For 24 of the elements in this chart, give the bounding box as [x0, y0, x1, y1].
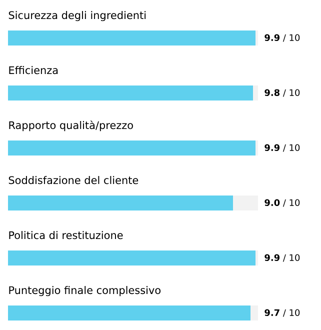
bar: [256, 140, 258, 156]
bar: [8, 195, 234, 210]
bar: [8, 85, 254, 100]
bar: [256, 30, 258, 46]
bar: [8, 140, 256, 156]
bar: [253, 85, 258, 100]
data-label: 9.9 / 10: [264, 144, 300, 152]
bar: [8, 250, 256, 266]
bar: [8, 305, 251, 320]
bar: [8, 30, 256, 46]
data-label: 9.9 / 10: [264, 254, 300, 262]
data-label: 9.8 / 10: [264, 89, 300, 97]
data-label: 9.9 / 10: [264, 34, 300, 42]
y-tick-label: Punteggio finale complessivo: [9, 286, 160, 296]
data-label: 9.0 / 10: [264, 199, 300, 207]
y-tick-label: Sicurezza degli ingredienti: [8, 11, 146, 22]
y-tick-label: Politica di restituzione: [9, 231, 123, 240]
y-tick-label: Efficienza: [9, 66, 58, 74]
bar: [250, 305, 258, 320]
bar: [256, 250, 258, 266]
y-tick-label: Rapporto qualità/prezzo: [9, 120, 133, 132]
data-label: 9.7 / 10: [264, 309, 300, 317]
y-tick-label: Soddisfazione del cliente: [8, 176, 138, 184]
bar: [233, 195, 258, 210]
